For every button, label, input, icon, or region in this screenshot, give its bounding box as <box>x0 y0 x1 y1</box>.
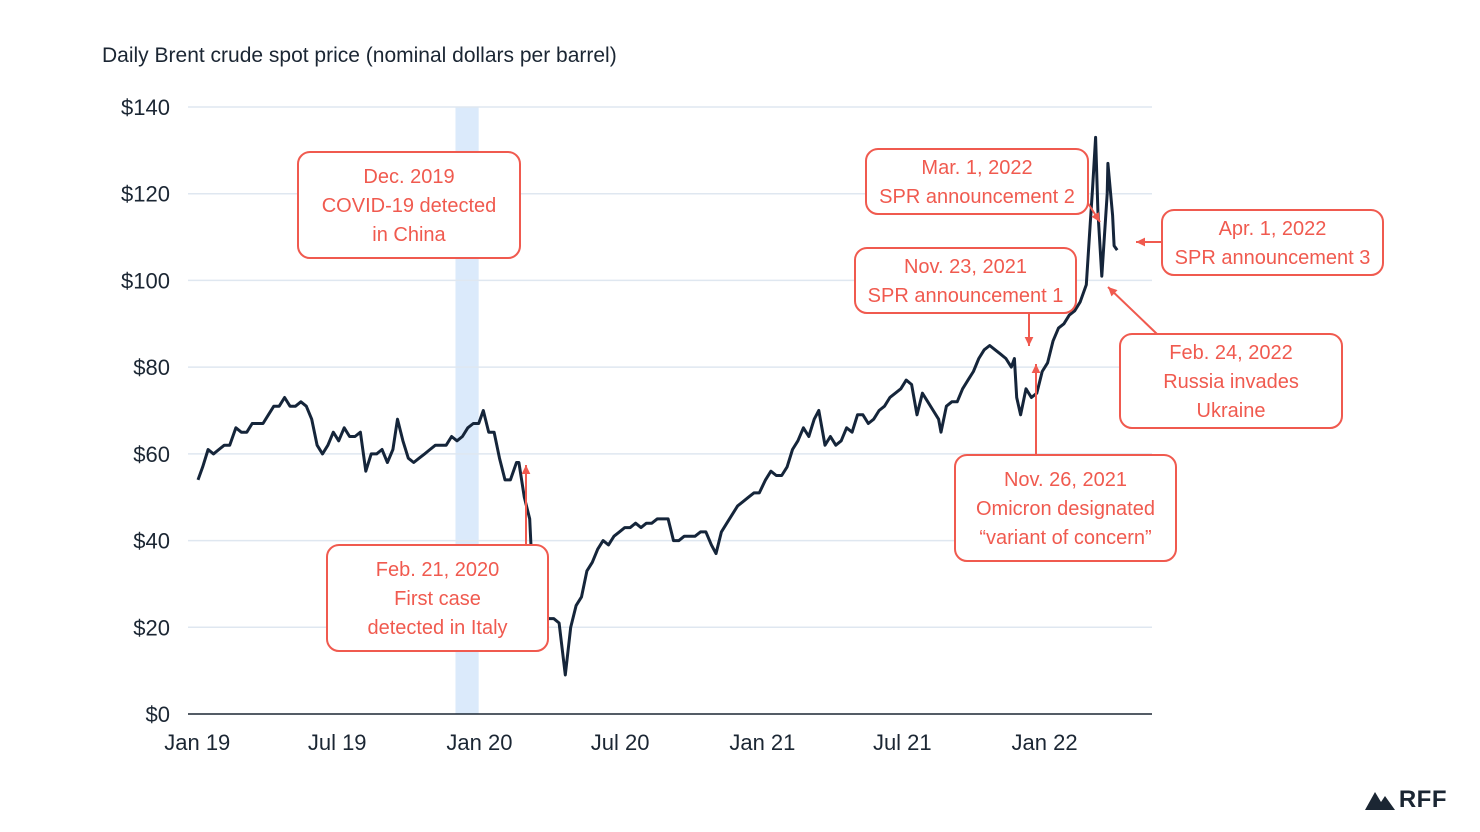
y-tick-label: $40 <box>133 529 170 554</box>
x-tick-label: Jul 21 <box>873 730 932 755</box>
y-tick-label: $20 <box>133 615 170 640</box>
annotation-label: Nov. 23, 2021 <box>904 256 1027 278</box>
y-tick-label: $100 <box>121 268 170 293</box>
annotation-label: Nov. 26, 2021 <box>1004 469 1127 491</box>
annotations: Dec. 2019 COVID-19 detected in China Feb. 2… <box>297 148 1384 652</box>
x-tick-label: Jul 19 <box>308 730 367 755</box>
annotation-label: COVID-19 detected <box>322 195 497 217</box>
annotation-box <box>865 148 1089 215</box>
annotation-label: Dec. 2019 <box>363 166 454 188</box>
annotation-box <box>1161 209 1384 276</box>
annotation: Nov. 26, 2021 Omicron designated “variant … <box>954 364 1177 562</box>
annotation-label: Mar. 1, 2022 <box>921 157 1032 179</box>
annotation-label: in China <box>372 224 446 246</box>
annotation-arrowhead <box>1136 237 1146 247</box>
annotation-arrow <box>1107 286 1158 335</box>
annotation-label: “variant of concern” <box>979 527 1151 549</box>
annotation-arrowhead <box>1108 287 1118 297</box>
logo-text: RFF <box>1398 786 1447 813</box>
x-tick-label: Jan 21 <box>729 730 795 755</box>
annotation-arrowhead <box>521 465 531 475</box>
y-tick-label: $80 <box>133 355 170 380</box>
y-axis-ticks: $0 $20 $40 $60 $80 $100 $120 $140 <box>121 95 170 727</box>
annotation-arrowhead <box>1091 212 1100 222</box>
annotation-box <box>326 544 549 652</box>
annotation-label: SPR announcement 1 <box>868 285 1064 307</box>
annotation-arrowhead <box>1031 364 1041 374</box>
annotation: Dec. 2019 COVID-19 detected in China <box>297 151 521 259</box>
annotation-label: Omicron designated <box>976 498 1155 520</box>
annotation: Feb. 21, 2020 First case detected in Italy <box>326 465 549 652</box>
annotation-box <box>1119 333 1343 429</box>
chart-title: Daily Brent crude spot price (nominal do… <box>102 44 617 67</box>
annotation: Nov. 23, 2021 SPR announcement 1 <box>854 247 1077 346</box>
y-tick-label: $140 <box>121 95 170 120</box>
annotation: Apr. 1, 2022 SPR announcement 3 <box>1136 209 1384 276</box>
x-axis-ticks: Jan 19 Jul 19 Jan 20 Jul 20 Jan 21 Jul 21 Jan … <box>164 730 1077 755</box>
annotation: Mar. 1, 2022 SPR announcement 2 <box>865 148 1101 223</box>
y-tick-label: $0 <box>146 702 170 727</box>
y-tick-label: $120 <box>121 182 170 207</box>
annotation-box <box>297 151 521 259</box>
y-tick-label: $60 <box>133 442 170 467</box>
x-tick-label: Jan 22 <box>1012 730 1078 755</box>
annotation-label: Russia invades <box>1163 371 1299 393</box>
annotation-label: SPR announcement 3 <box>1175 247 1371 269</box>
annotation-label: Apr. 1, 2022 <box>1219 218 1327 240</box>
annotation-label: detected in Italy <box>367 617 507 639</box>
annotation-label: Ukraine <box>1197 400 1266 422</box>
x-tick-label: Jan 20 <box>446 730 512 755</box>
annotation-box <box>954 454 1177 562</box>
annotation-label: First case <box>394 588 481 610</box>
x-tick-label: Jul 20 <box>591 730 650 755</box>
annotation-label: Feb. 24, 2022 <box>1169 342 1292 364</box>
x-tick-label: Jan 19 <box>164 730 230 755</box>
annotation: Feb. 24, 2022 Russia invades Ukraine <box>1107 286 1343 429</box>
annotation-label: SPR announcement 2 <box>879 186 1075 208</box>
rff-logo: RFF <box>1364 786 1447 814</box>
annotation-box <box>854 247 1077 314</box>
annotation-label: Feb. 21, 2020 <box>376 559 499 581</box>
annotation-arrowhead <box>1024 336 1034 346</box>
mountain-icon <box>1364 792 1395 810</box>
series-line-brent <box>196 135 1119 677</box>
